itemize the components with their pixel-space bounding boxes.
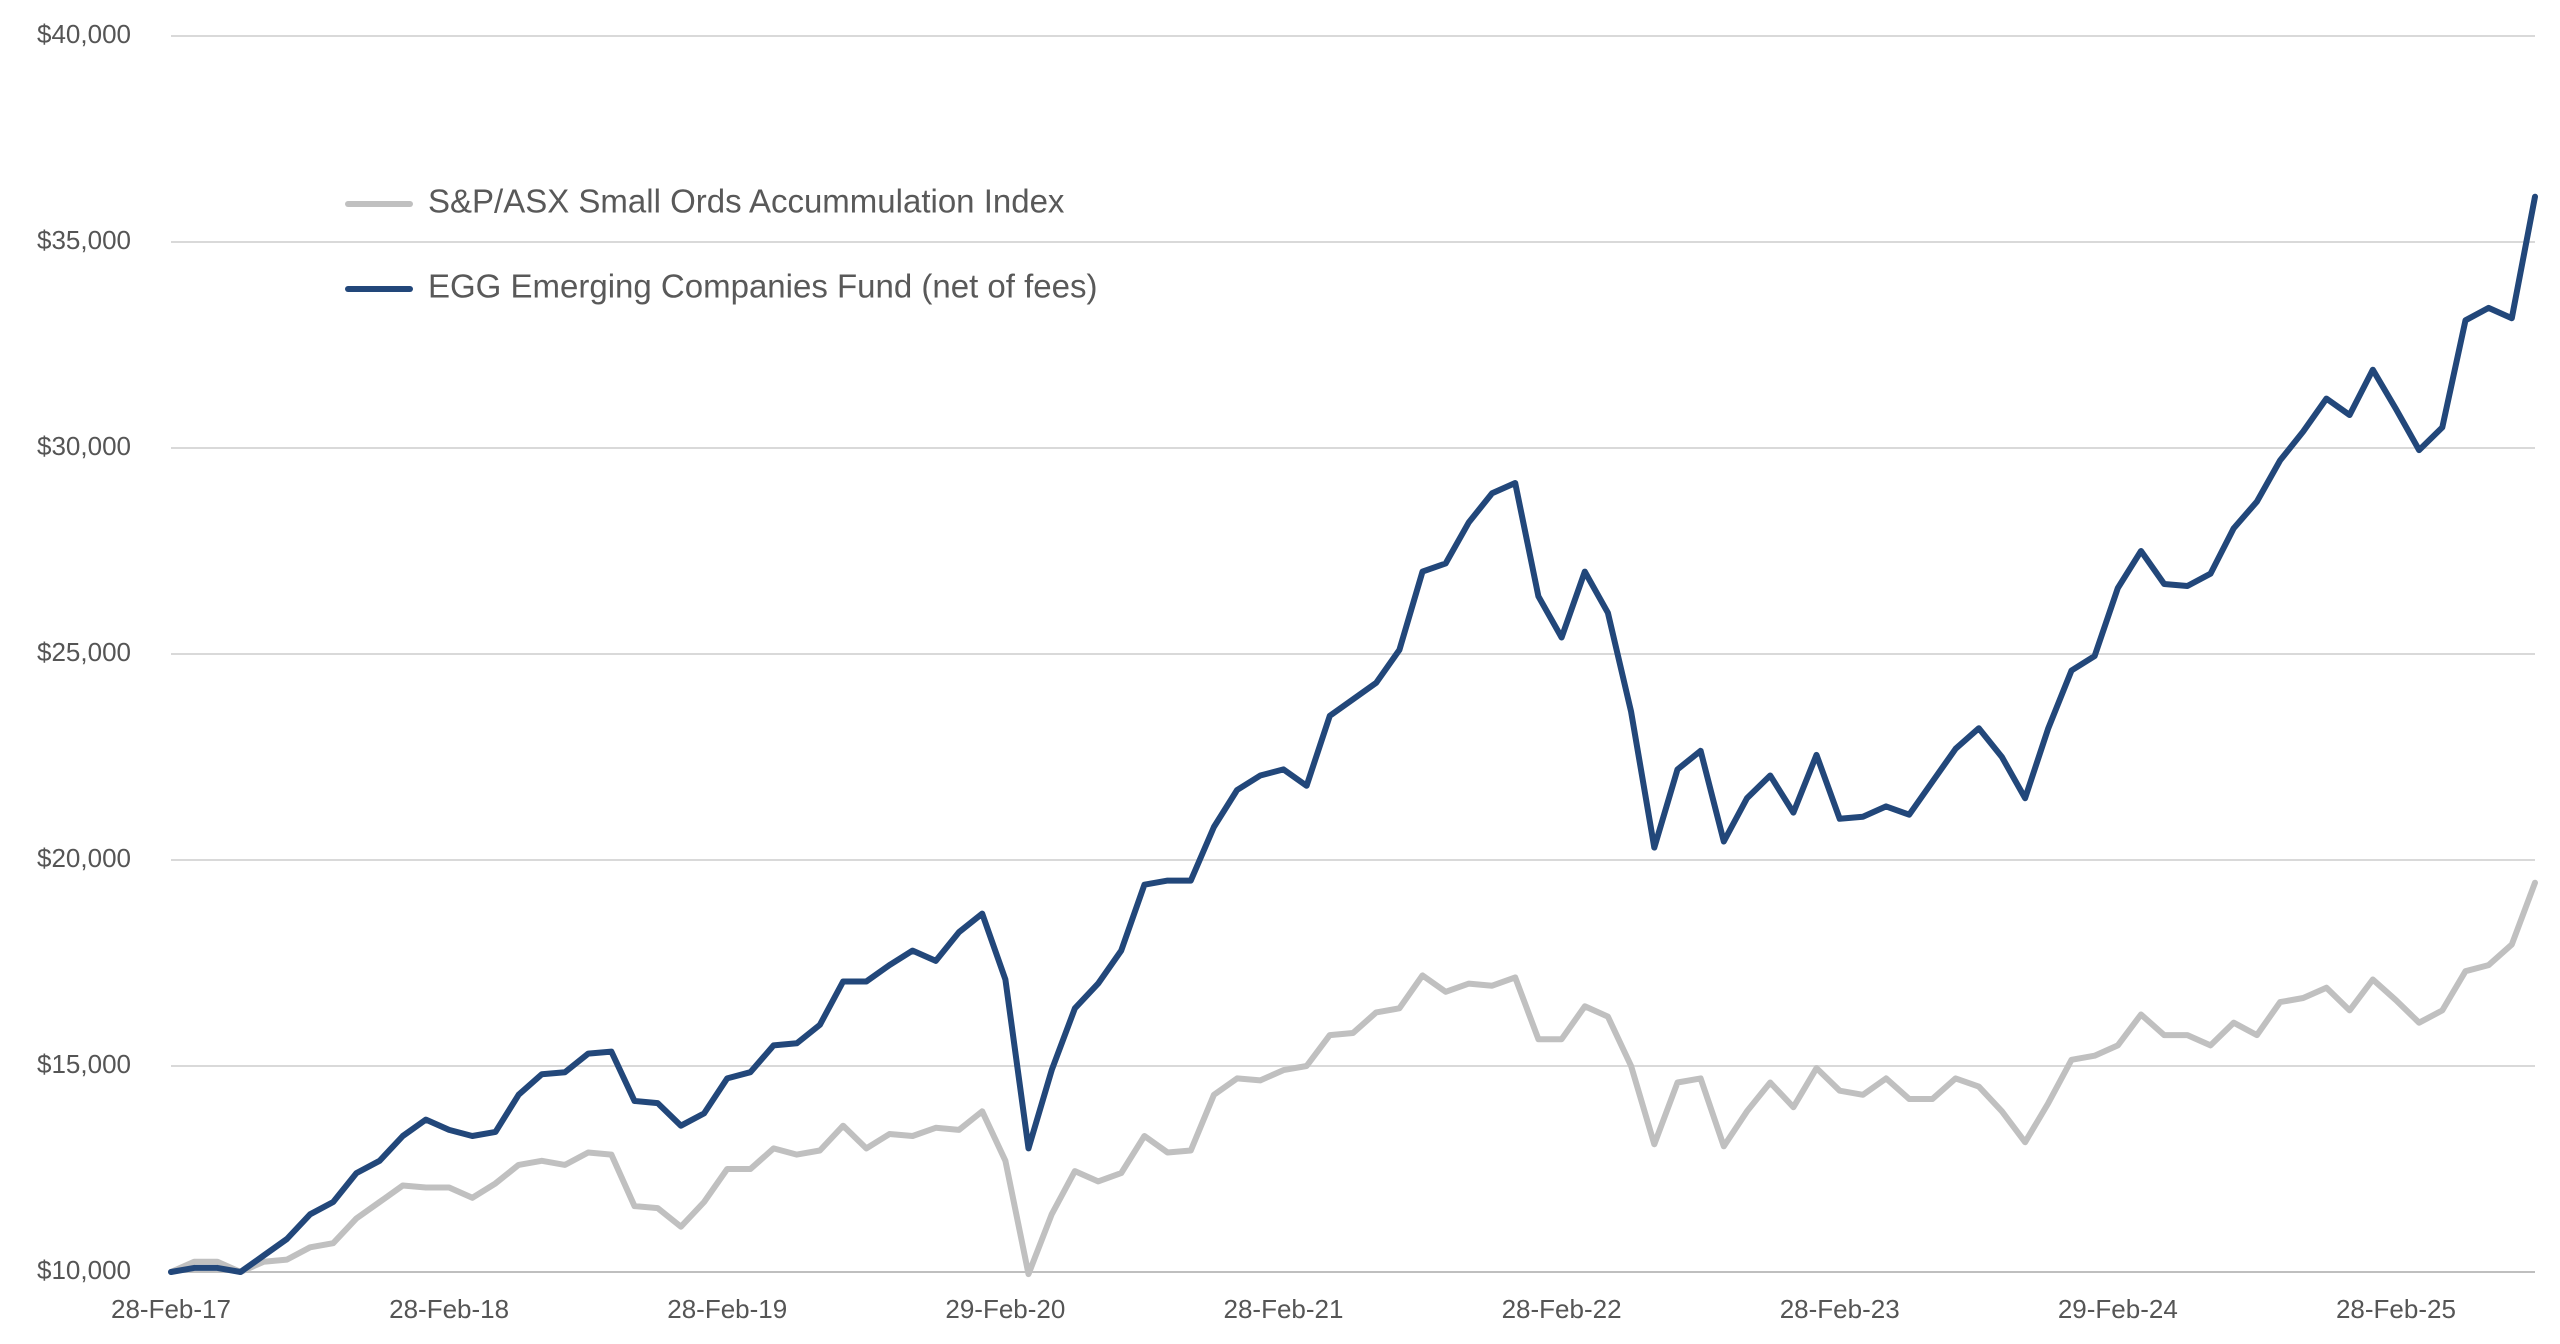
x-tick-label: 28-Feb-21 <box>1223 1294 1343 1324</box>
x-tick-label: 29-Feb-20 <box>945 1294 1065 1324</box>
x-tick-label: 29-Feb-24 <box>2058 1294 2178 1324</box>
series-line <box>168 879 2538 1278</box>
y-tick-label: $25,000 <box>37 637 131 667</box>
y-tick-label: $15,000 <box>37 1049 131 1079</box>
x-tick-label: 28-Feb-18 <box>389 1294 509 1324</box>
x-tick-label: 28-Feb-23 <box>1780 1294 1900 1324</box>
x-tick-label: 28-Feb-17 <box>111 1294 231 1324</box>
y-tick-label: $35,000 <box>37 225 131 255</box>
y-tick-label: $10,000 <box>37 1255 131 1285</box>
x-tick-label: 28-Feb-19 <box>667 1294 787 1324</box>
legend-label: S&P/ASX Small Ords Accummulation Index <box>428 183 1065 220</box>
y-tick-label: $20,000 <box>37 843 131 873</box>
y-tick-label: $30,000 <box>37 431 131 461</box>
y-tick-label: $40,000 <box>37 19 131 49</box>
series-line <box>168 193 2538 1275</box>
legend-label: EGG Emerging Companies Fund (net of fees… <box>428 268 1097 305</box>
x-tick-label: 28-Feb-22 <box>1502 1294 1622 1324</box>
x-tick-label: 28-Feb-25 <box>2336 1294 2456 1324</box>
